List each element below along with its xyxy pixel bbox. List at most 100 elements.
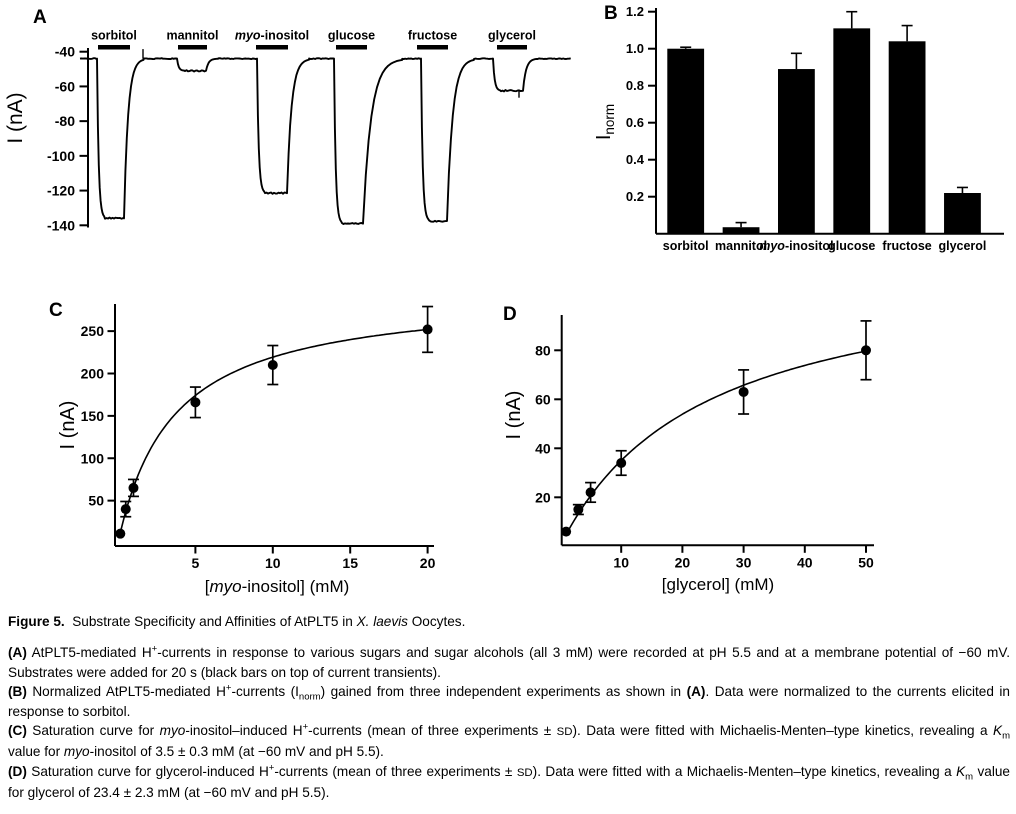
fit-curve xyxy=(565,350,867,535)
substrate-bar-mannitol xyxy=(178,45,207,50)
substrate-label: myo-inositol xyxy=(235,29,309,43)
caption-text-segment: X. laevis xyxy=(356,614,408,629)
y-tick-label: 200 xyxy=(81,366,105,382)
y-tick-label: 250 xyxy=(81,323,105,339)
x-tick-label: 10 xyxy=(265,555,281,571)
caption-text-segment: ) gained from three independent experime… xyxy=(320,684,687,700)
caption-text-segment: K xyxy=(993,723,1003,739)
substrate-label: glycerol xyxy=(488,29,536,43)
caption-text-segment: + xyxy=(302,721,309,733)
substrate-label: sorbitol xyxy=(91,29,137,43)
b-y-tick-label: 0.6 xyxy=(626,115,644,130)
caption-text-segment: (C) xyxy=(8,723,27,739)
caption-text-segment: K xyxy=(956,763,966,779)
a-y-tick-label: -40 xyxy=(55,44,75,60)
substrate-bar-fructose xyxy=(417,45,448,50)
caption-paragraph: (D) Saturation curve for glycerol-induce… xyxy=(8,762,1010,803)
caption-text-segment: Oocytes. xyxy=(407,614,466,629)
data-point xyxy=(738,386,749,397)
b-category-label: mannitol xyxy=(715,239,767,253)
substrate-label: fructose xyxy=(408,29,457,43)
y-tick-label: 80 xyxy=(535,342,551,358)
x-tick-label: 5 xyxy=(192,555,200,571)
data-point xyxy=(267,360,278,371)
x-tick-label: 30 xyxy=(736,554,752,570)
bar-sorbitol xyxy=(667,48,705,234)
data-point xyxy=(422,324,433,335)
panel-a-plot: -40 -60 -80 -100 -120 -140 I (nA) sorbitol manni… xyxy=(4,29,571,233)
caption-text-segment: (A) xyxy=(8,645,27,661)
caption-text-segment: -currents (mean of three experiments ± xyxy=(308,723,557,739)
y-axis-label: I (nA) xyxy=(57,401,79,450)
b-category-label: myo-inositol xyxy=(759,239,833,253)
b-category-label: sorbitol xyxy=(663,239,709,253)
panel-c-plot: 50 100 150 200 250 5 10 15 20 I (nA) [myo-inositol… xyxy=(57,304,436,596)
caption-text-segment: m xyxy=(1002,730,1011,742)
figure-caption: Figure 5. Substrate Specificity and Affi… xyxy=(8,612,1010,803)
data-point xyxy=(120,504,131,515)
y-tick-label: 20 xyxy=(535,489,551,505)
b-category-label: fructose xyxy=(882,239,931,253)
a-y-tick-label: -80 xyxy=(55,113,75,129)
data-point xyxy=(128,482,139,493)
a-y-axis-label: I (nA) xyxy=(4,92,27,143)
substrate-bar-myoinositol xyxy=(256,45,288,50)
caption-text-segment: ). Data were fitted with Michaelis-Mente… xyxy=(572,723,993,739)
caption-text-segment: + xyxy=(268,762,275,774)
a-y-tick-label: -120 xyxy=(47,183,75,199)
data-point xyxy=(861,345,871,356)
caption-text-segment: myo xyxy=(63,744,90,760)
b-y-axis-label: Inorm xyxy=(593,104,617,140)
y-axis-label: I (nA) xyxy=(503,391,525,440)
y-tick-label: 60 xyxy=(535,391,551,407)
y-tick-label: 150 xyxy=(81,408,105,424)
caption-text-segment: Figure 5. xyxy=(8,614,65,629)
bar-mannitol xyxy=(722,227,760,234)
panel-d-letter: D xyxy=(503,304,517,325)
x-axis-label: [glycerol] (mM) xyxy=(662,575,774,594)
caption-title: Figure 5. Substrate Specificity and Affi… xyxy=(8,612,1010,631)
panel-b-plot: 0.2 0.4 0.6 0.8 1.0 1.2 Inorm sorbitol mannitolm… xyxy=(593,4,1004,253)
caption-text-segment: (B) xyxy=(8,684,27,700)
x-axis-label: [myo-inositol] (mM) xyxy=(205,577,350,596)
caption-text-segment: AtPLT5-mediated H xyxy=(26,645,152,661)
substrate-bar-glucose xyxy=(336,45,367,50)
x-tick-label: 40 xyxy=(797,554,813,570)
caption-text-segment: -inositol of 3.5 ± 0.3 mM (at −60 mV and… xyxy=(89,744,384,760)
bar-fructose xyxy=(888,41,926,234)
x-tick-label: 20 xyxy=(675,554,691,570)
b-category-label: glucose xyxy=(828,239,875,253)
panel-d-plot: 20 40 60 80 10 20 30 40 50 I (nA) [glycerol] (mM) xyxy=(503,315,874,594)
caption-text-segment: Substrate Specificity and Affinities of … xyxy=(64,614,357,629)
fit-curve xyxy=(119,328,428,533)
panel-b-letter: B xyxy=(604,3,618,24)
data-point xyxy=(115,528,126,539)
caption-paragraph: (A) AtPLT5-mediated H+-currents in respo… xyxy=(8,643,1010,682)
caption-text-segment: myo xyxy=(159,723,186,739)
caption-paragraph: (C) Saturation curve for myo-inositol–in… xyxy=(8,721,1010,762)
b-y-tick-label: 0.4 xyxy=(626,152,645,167)
bar-myoinositol xyxy=(778,69,815,234)
current-trace xyxy=(79,57,571,225)
data-point xyxy=(616,458,627,468)
y-tick-label: 40 xyxy=(535,440,551,456)
caption-text-segment: ). Data were fitted with a Michaelis-Men… xyxy=(532,763,957,779)
a-y-tick-label: -100 xyxy=(47,148,75,164)
b-category-label: glycerol xyxy=(938,239,986,253)
caption-text-segment: -inositol–induced H xyxy=(185,723,303,739)
caption-text-segment: -currents in response to various sugars … xyxy=(8,645,1010,680)
caption-text-segment: m xyxy=(965,771,974,783)
caption-text-segment: SD xyxy=(556,726,573,739)
data-point xyxy=(190,397,201,408)
caption-text-segment: value for xyxy=(8,744,64,760)
caption-text-segment: value for glycerol of 23.4 ± 2.3 mM (at … xyxy=(8,763,1010,801)
data-point xyxy=(561,526,572,537)
x-tick-label: 10 xyxy=(613,554,629,570)
x-tick-label: 15 xyxy=(342,555,358,571)
caption-text-segment: Normalized AtPLT5-mediated H xyxy=(26,684,226,700)
data-point xyxy=(585,487,596,498)
caption-text-segment: (A) xyxy=(686,684,706,700)
substrate-bar-sorbitol xyxy=(98,45,130,50)
caption-text-segment: Saturation curve for glycerol-induced H xyxy=(26,763,269,779)
